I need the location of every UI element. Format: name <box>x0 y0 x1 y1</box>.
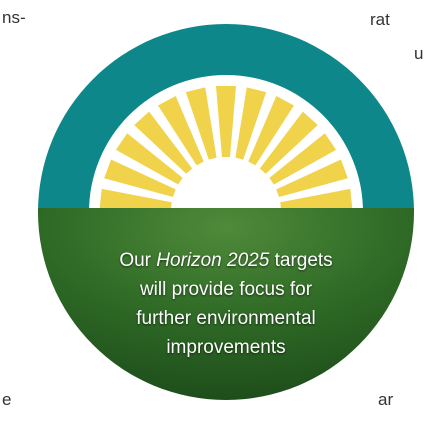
callout-line: Our Horizon 2025 targets <box>66 246 386 275</box>
callout-line: improvements <box>66 333 386 362</box>
callout-line: further environmental <box>66 304 386 333</box>
text: Our <box>119 250 151 271</box>
text-fragment: ns- <box>2 8 26 28</box>
callout: Our Horizon 2025 targets will provide fo… <box>66 246 386 362</box>
text: targets <box>275 250 333 271</box>
text-fragment: e <box>2 390 11 410</box>
italic-title: Horizon 2025 <box>156 250 269 271</box>
text-fragment: rat <box>370 10 390 30</box>
text-fragment: ar <box>378 390 393 410</box>
callout-line: will provide focus for <box>66 275 386 304</box>
text-fragment: u <box>414 44 423 64</box>
page: ns- rat u e ar Our Horizon 2025 targets … <box>0 0 426 422</box>
ray <box>216 86 236 157</box>
